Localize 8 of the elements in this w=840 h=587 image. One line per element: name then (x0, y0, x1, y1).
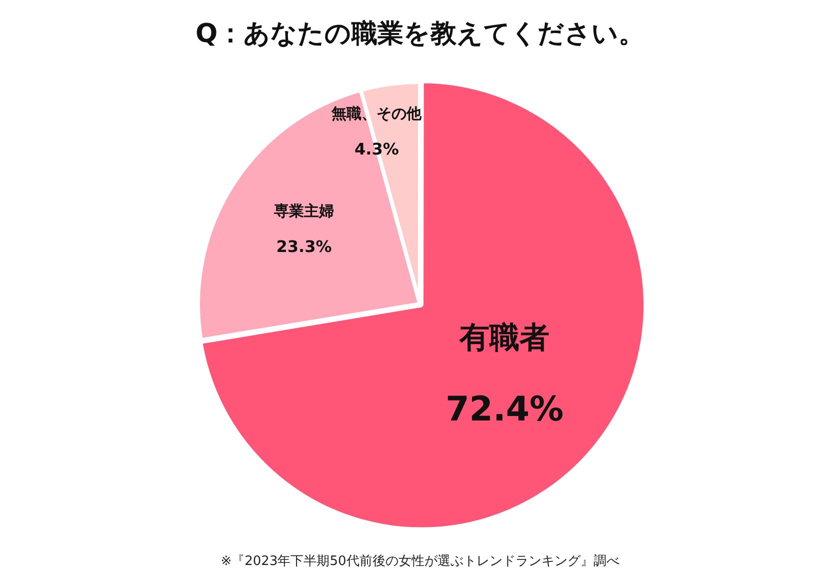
data-label: 23.3% (276, 237, 332, 256)
data-label: 72.4% (446, 390, 564, 430)
slice-label: 有職者 (458, 320, 550, 356)
data-label: 4.3% (354, 140, 399, 159)
slice-label: 無職、その他 (330, 104, 423, 122)
chart-title: Q：あなたの職業を教えてください。 (194, 18, 646, 50)
text: ※『2023年下半期50代前後の女性が選ぶトレンドランキング』調べ (220, 553, 620, 570)
slice-label: 専業主婦 (273, 202, 334, 220)
